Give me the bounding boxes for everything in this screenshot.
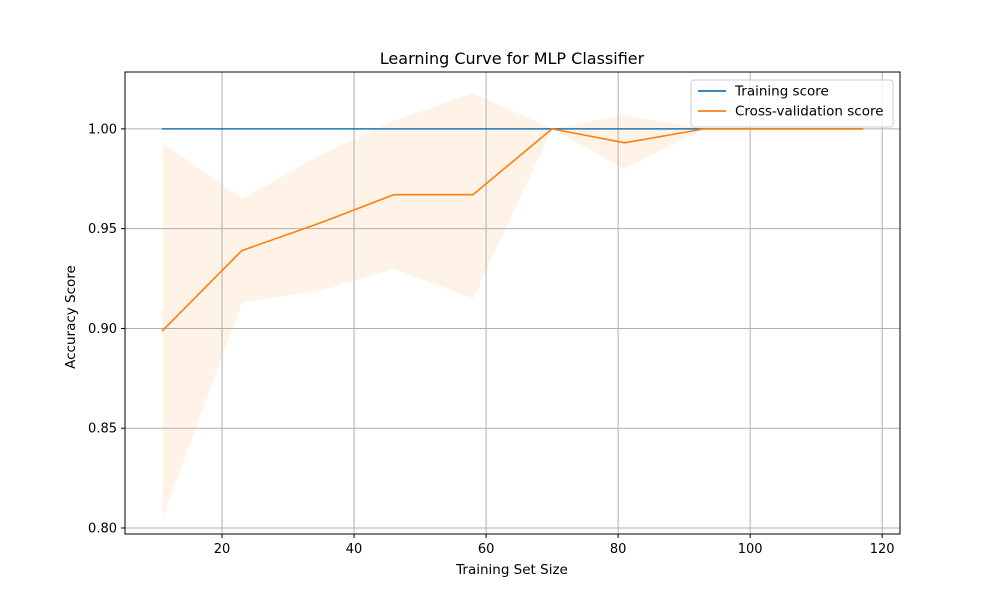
legend: Training score Cross-validation score xyxy=(690,79,894,128)
chart-title: Learning Curve for MLP Classifier xyxy=(380,49,645,68)
series-line-cross-validation xyxy=(161,128,864,332)
legend-label-training: Training score xyxy=(734,84,829,100)
tick-layer: 20 40 60 80 100 120 0.80 0.85 0.90 0.95 1.00 xyxy=(88,122,895,557)
confidence-band-1 xyxy=(162,92,863,519)
x-tick-label: 40 xyxy=(346,542,363,557)
x-tick-label: 20 xyxy=(214,542,231,557)
y-tick-label: 0.80 xyxy=(88,522,117,537)
y-tick-label: 0.90 xyxy=(88,322,117,337)
y-tick-label: 1.00 xyxy=(88,122,117,137)
x-tick-label: 120 xyxy=(870,542,895,557)
x-tick-label: 60 xyxy=(478,542,495,557)
legend-label-cross-validation: Cross-validation score xyxy=(735,104,884,120)
y-tick-label: 0.95 xyxy=(88,222,117,237)
plot-area-frame xyxy=(124,71,901,535)
x-tick-label: 80 xyxy=(610,542,627,557)
y-axis-label: Accuracy Score xyxy=(63,265,79,369)
y-tick-label: 0.85 xyxy=(88,422,117,437)
series-line-layer xyxy=(161,128,864,332)
legend-box xyxy=(690,79,894,128)
x-tick-label: 100 xyxy=(738,542,763,557)
x-axis-label: Training Set Size xyxy=(455,562,568,578)
confidence-band-layer xyxy=(162,92,863,519)
